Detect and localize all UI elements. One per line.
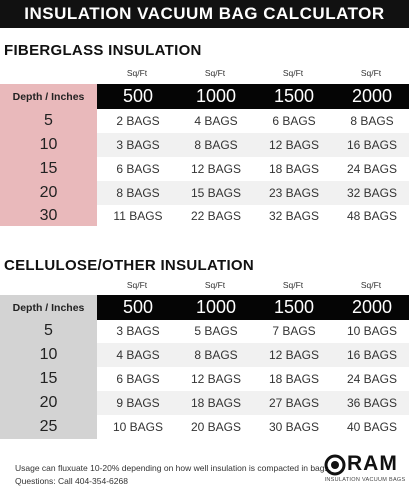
sqft-label: Sq/Ft [126, 68, 148, 78]
depth-column-fill [0, 84, 97, 226]
depth-cell: 20 [39, 394, 58, 411]
bag-count-cell: 2 BAGS [116, 114, 160, 128]
row-stripe [97, 133, 409, 157]
bag-count-cell: 8 BAGS [350, 114, 394, 128]
table-row: 20 9 BAGS 18 BAGS 27 BAGS 36 BAGS [0, 391, 409, 415]
depth-cell: 30 [39, 207, 58, 224]
table-header: Depth / Inches 500 1000 1500 2000 [0, 84, 409, 109]
sqft-label-row: Sq/Ft Sq/Ft Sq/Ft Sq/Ft [0, 68, 409, 82]
bag-count-cell: 32 BAGS [346, 186, 398, 200]
bag-count-cell: 3 BAGS [116, 138, 160, 152]
bag-count-cell: 6 BAGS [116, 162, 160, 176]
table-row: 10 4 BAGS 8 BAGS 12 BAGS 16 BAGS [0, 343, 409, 367]
area-value: 1000 [195, 86, 237, 106]
logo-wordmark: RAM [347, 452, 398, 475]
contact-info: Questions: Call 404-354-6268 [15, 476, 128, 486]
bag-count-cell: 18 BAGS [190, 396, 242, 410]
bag-count-cell: 12 BAGS [268, 348, 320, 362]
bag-count-cell: 4 BAGS [116, 348, 160, 362]
sqft-label-row: Sq/Ft Sq/Ft Sq/Ft Sq/Ft [0, 280, 409, 294]
area-header-bar: 500 1000 1500 2000 [97, 295, 409, 320]
logo-subtitle: INSULATION VACUUM BAGS [324, 477, 406, 483]
ram-logo: RAM INSULATION VACUUM BAGS [324, 452, 406, 486]
sqft-label: Sq/Ft [282, 68, 304, 78]
bag-count-cell: 10 BAGS [346, 324, 398, 338]
depth-cell: 10 [39, 346, 58, 363]
bag-count-cell: 12 BAGS [268, 138, 320, 152]
bag-count-cell: 12 BAGS [190, 372, 242, 386]
bag-count-cell: 27 BAGS [268, 396, 320, 410]
bag-count-cell: 24 BAGS [346, 372, 398, 386]
bag-count-cell: 12 BAGS [190, 162, 242, 176]
table-row: 25 10 BAGS 20 BAGS 30 BAGS 40 BAGS [0, 415, 409, 439]
area-value: 2000 [351, 86, 393, 106]
row-stripe [97, 343, 409, 367]
bag-count-cell: 36 BAGS [346, 396, 398, 410]
area-value: 500 [122, 297, 154, 317]
area-value: 1000 [195, 297, 237, 317]
bag-count-cell: 4 BAGS [194, 114, 238, 128]
bag-count-cell: 23 BAGS [268, 186, 320, 200]
bag-count-cell: 40 BAGS [346, 420, 398, 434]
sqft-label: Sq/Ft [360, 280, 382, 290]
bag-count-cell: 3 BAGS [116, 324, 160, 338]
depth-cell: 25 [39, 418, 58, 435]
bag-count-cell: 11 BAGS [113, 209, 163, 223]
bag-count-cell: 8 BAGS [194, 138, 238, 152]
bag-count-cell: 22 BAGS [190, 209, 242, 223]
section-title: FIBERGLASS INSULATION [4, 42, 202, 59]
bag-count-cell: 18 BAGS [268, 162, 320, 176]
table-row: 10 3 BAGS 8 BAGS 12 BAGS 16 BAGS [0, 133, 409, 157]
table-row: 20 8 BAGS 15 BAGS 23 BAGS 32 BAGS [0, 181, 409, 205]
bag-count-cell: 16 BAGS [346, 138, 398, 152]
table-row: 5 3 BAGS 5 BAGS 7 BAGS 10 BAGS [0, 319, 409, 343]
ram-head-icon [324, 454, 346, 476]
sqft-label: Sq/Ft [360, 68, 382, 78]
depth-cell: 20 [39, 184, 58, 201]
bag-count-cell: 18 BAGS [268, 372, 320, 386]
bag-count-cell: 8 BAGS [116, 186, 160, 200]
table-row: 15 6 BAGS 12 BAGS 18 BAGS 24 BAGS [0, 367, 409, 391]
bag-count-cell: 24 BAGS [346, 162, 398, 176]
bag-count-cell: 15 BAGS [190, 186, 242, 200]
table-row: 15 6 BAGS 12 BAGS 18 BAGS 24 BAGS [0, 157, 409, 181]
row-stripe [97, 391, 409, 415]
area-value: 1500 [273, 297, 315, 317]
bag-count-cell: 5 BAGS [194, 324, 238, 338]
sqft-label: Sq/Ft [204, 280, 226, 290]
page-title: INSULATION VACUUM BAG CALCULATOR [0, 0, 409, 28]
depth-cell: 5 [44, 322, 53, 339]
table-header: Depth / Inches 500 1000 1500 2000 [0, 295, 409, 320]
table-row: 30 11 BAGS 22 BAGS 32 BAGS 48 BAGS [0, 204, 409, 228]
depth-column-fill [0, 295, 97, 439]
bag-count-cell: 16 BAGS [346, 348, 398, 362]
bag-count-cell: 7 BAGS [272, 324, 316, 338]
bag-count-cell: 8 BAGS [194, 348, 238, 362]
bag-count-cell: 20 BAGS [190, 420, 242, 434]
bag-count-cell: 48 BAGS [346, 209, 398, 223]
depth-header: Depth / Inches [12, 90, 85, 103]
bag-count-cell: 10 BAGS [112, 420, 164, 434]
table-row: 5 2 BAGS 4 BAGS 6 BAGS 8 BAGS [0, 109, 409, 133]
area-value: 2000 [351, 297, 393, 317]
usage-note: Usage can fluxuate 10-20% depending on h… [15, 463, 332, 473]
bag-count-cell: 9 BAGS [116, 396, 160, 410]
depth-cell: 5 [44, 112, 53, 129]
sqft-label: Sq/Ft [126, 280, 148, 290]
bag-count-cell: 32 BAGS [268, 209, 320, 223]
bag-count-cell: 30 BAGS [268, 420, 320, 434]
bag-count-cell: 6 BAGS [272, 114, 316, 128]
depth-cell: 15 [39, 160, 58, 177]
depth-cell: 10 [39, 136, 58, 153]
depth-header: Depth / Inches [12, 301, 85, 314]
sqft-label: Sq/Ft [282, 280, 304, 290]
area-value: 1500 [273, 86, 315, 106]
bag-count-cell: 6 BAGS [116, 372, 160, 386]
sqft-label: Sq/Ft [204, 68, 226, 78]
depth-cell: 15 [39, 370, 58, 387]
section-title: CELLULOSE/OTHER INSULATION [4, 257, 255, 274]
area-value: 500 [122, 86, 154, 106]
row-stripe [97, 181, 409, 205]
area-header-bar: 500 1000 1500 2000 [97, 84, 409, 109]
